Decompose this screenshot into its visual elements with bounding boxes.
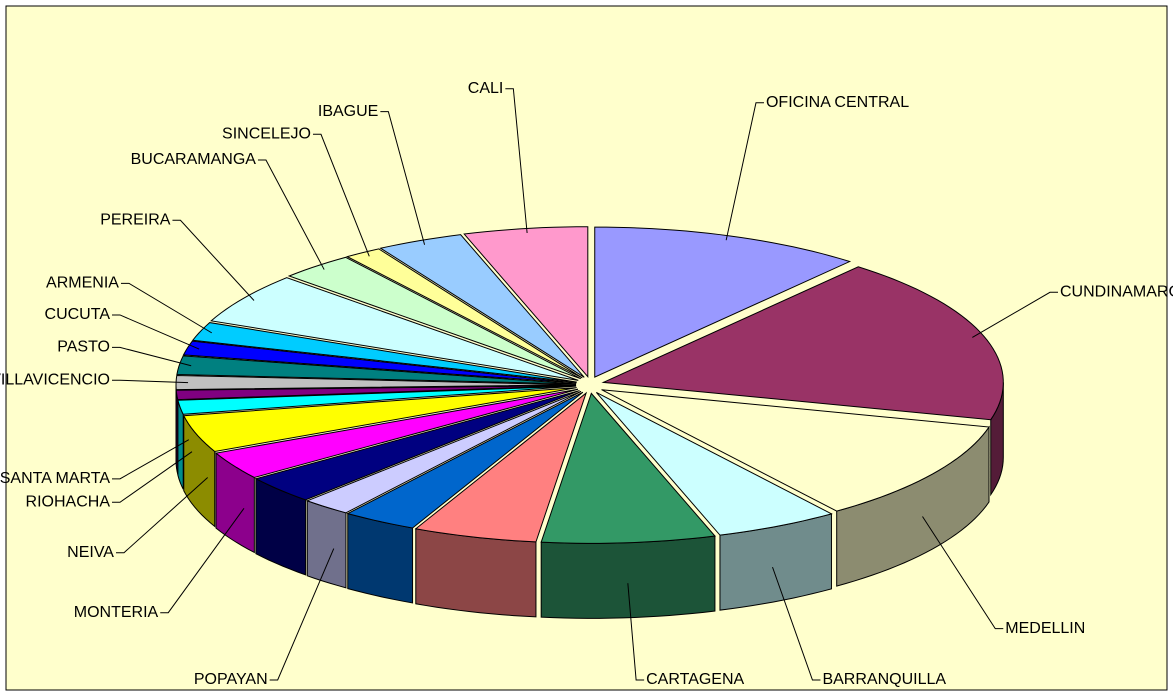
slice-label: MONTERIA xyxy=(74,604,159,621)
slice-label: POPAYAN xyxy=(194,671,268,688)
slice-label: BARRANQUILLA xyxy=(822,671,946,688)
slice-label: CUCUTA xyxy=(45,306,111,323)
slice-label: CUNDINAMARCA xyxy=(1060,284,1173,301)
slice-label: PASTO xyxy=(57,339,110,356)
slice-label: CALI xyxy=(468,80,504,97)
slice-side xyxy=(307,501,346,588)
slice-label: CARTAGENA xyxy=(646,671,744,688)
slice-label: VILLAVICENCIO xyxy=(0,372,110,389)
slice-label: IBAGUE xyxy=(318,103,378,120)
slice-side xyxy=(541,536,715,618)
slice-label: RIOHACHA xyxy=(26,493,111,510)
slice-side xyxy=(416,529,536,617)
slice-side xyxy=(348,514,413,603)
slice-label: MEDELLIN xyxy=(1005,620,1085,637)
slice-label: SANTA MARTA xyxy=(0,470,110,487)
slice-label: ARMENIA xyxy=(46,275,119,292)
slice-label: OFICINA CENTRAL xyxy=(766,94,909,111)
slice-label: BUCARAMANGA xyxy=(131,151,257,168)
slice-label: SINCELEJO xyxy=(222,125,311,142)
slice-label: NEIVA xyxy=(67,544,114,561)
slice-label: PEREIRA xyxy=(100,212,171,229)
